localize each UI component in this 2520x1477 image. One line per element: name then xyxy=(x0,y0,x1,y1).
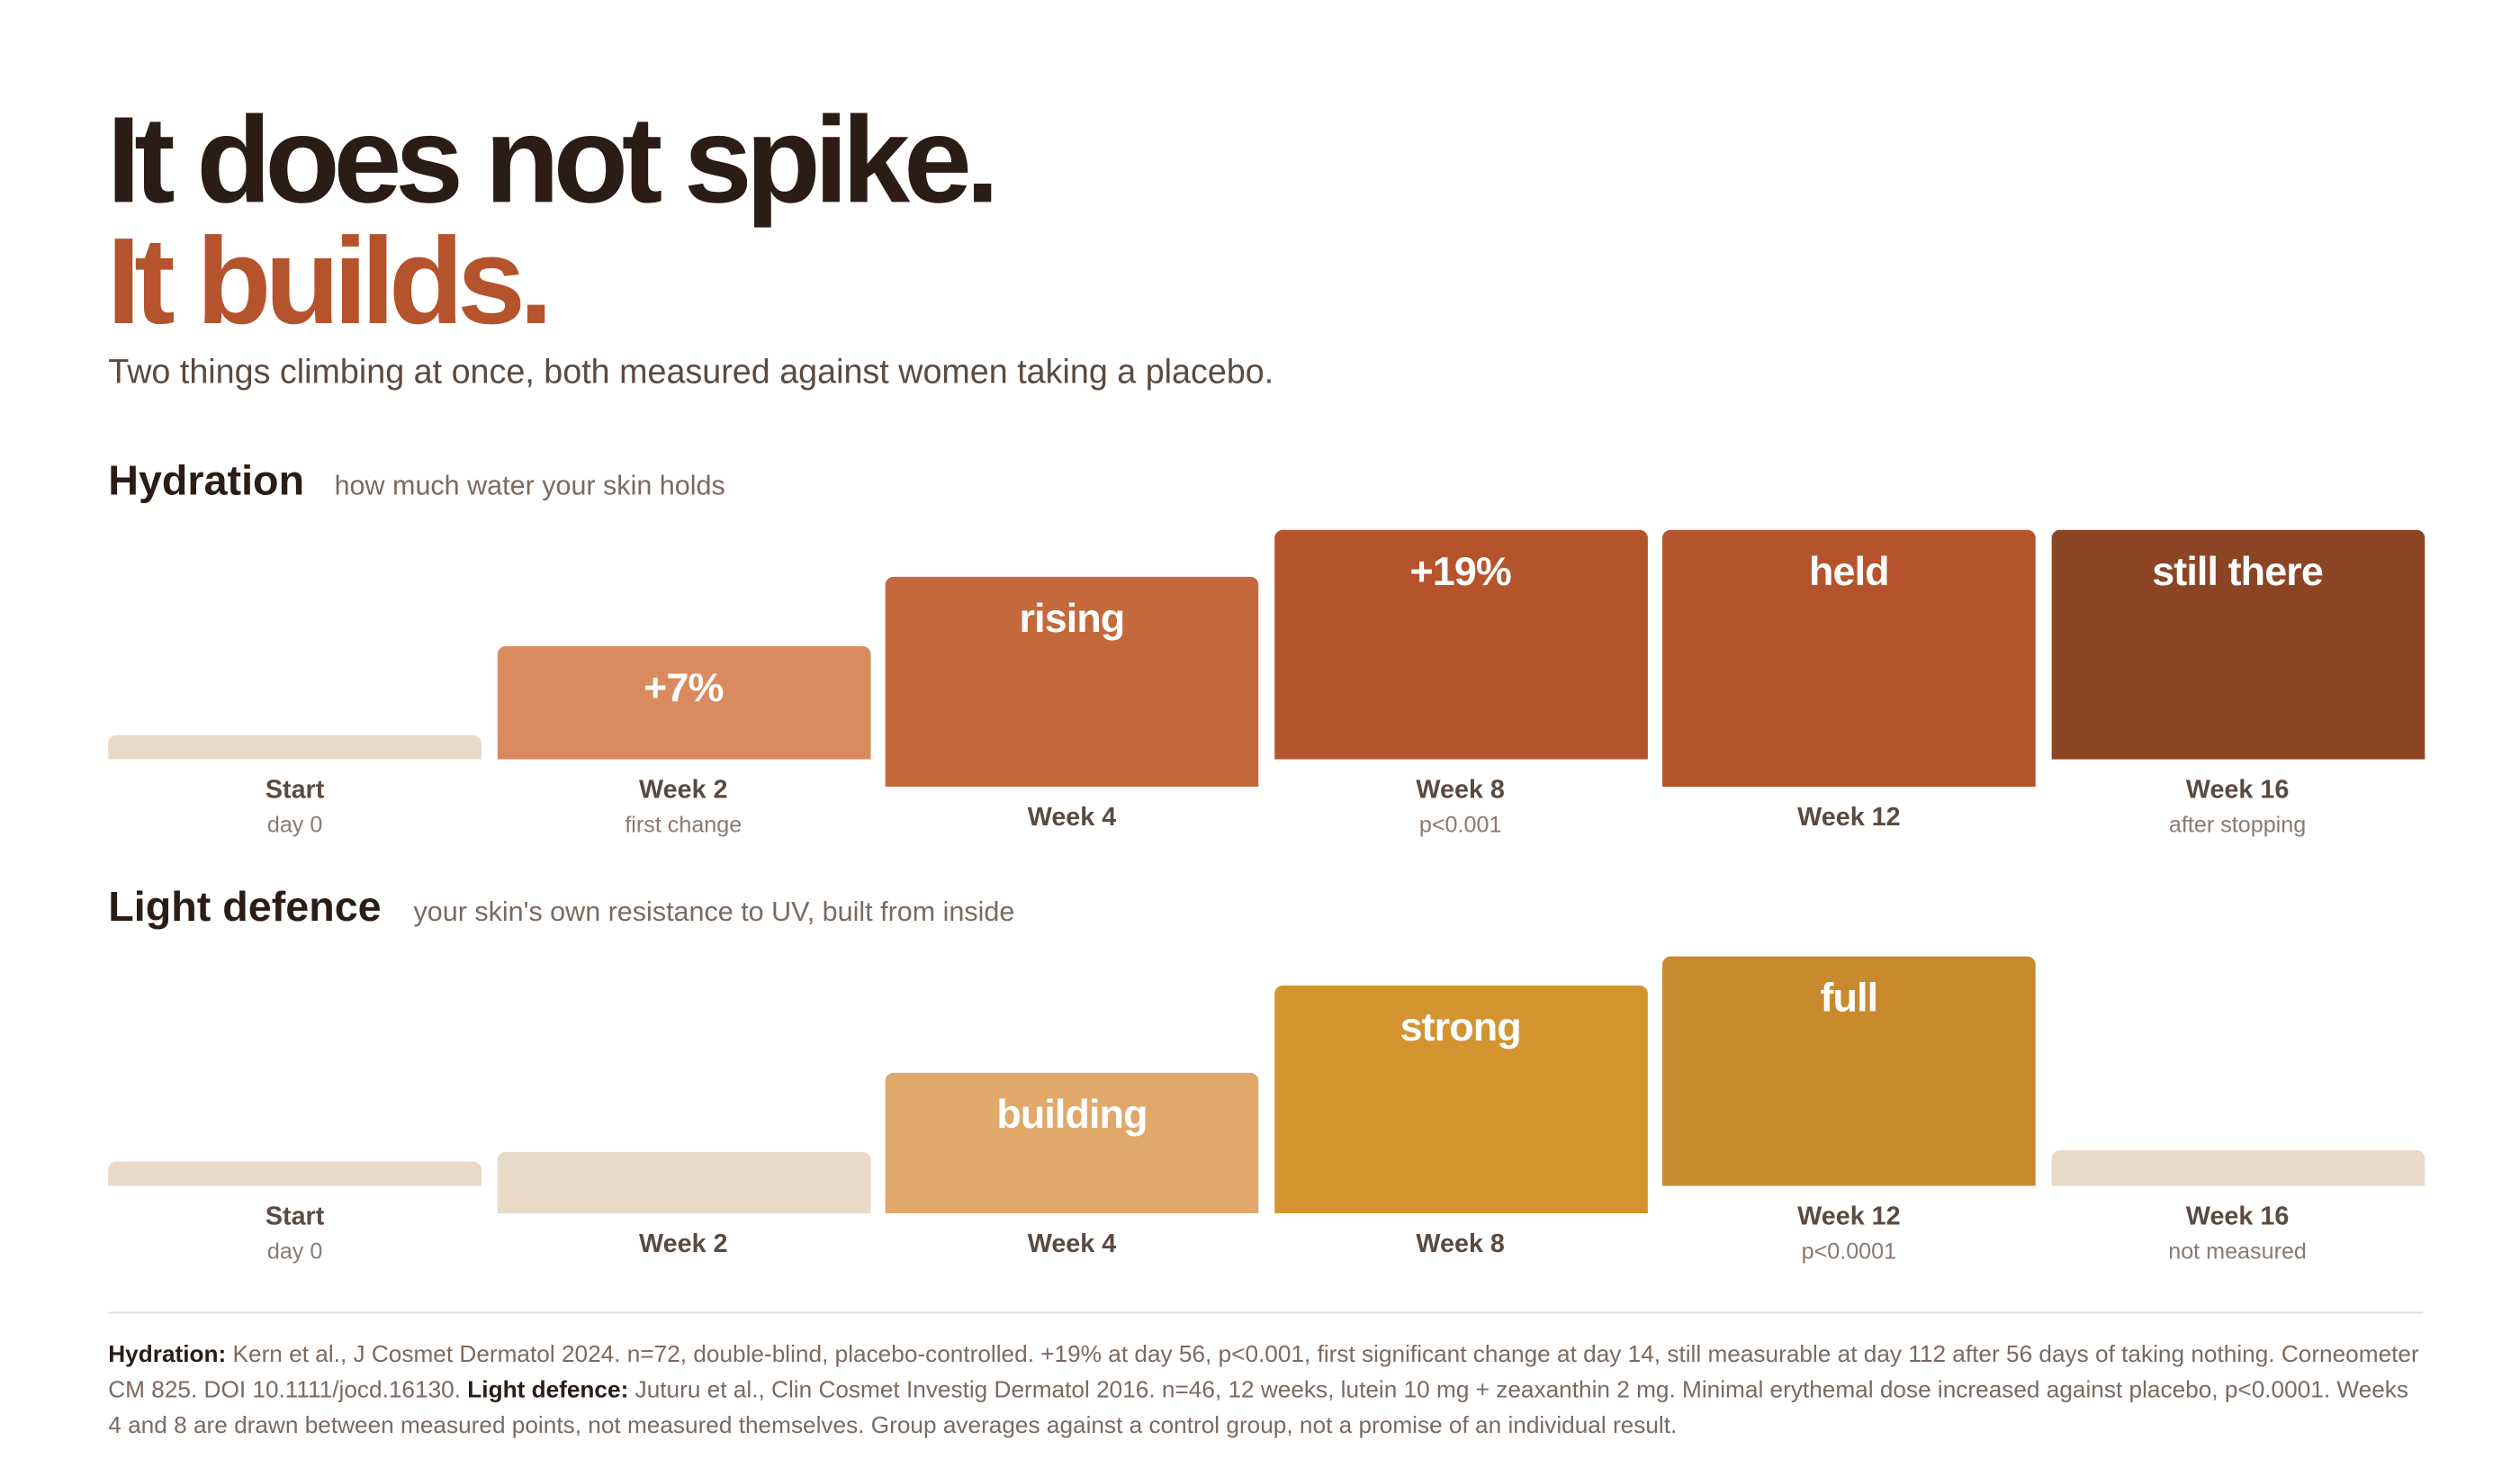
bar xyxy=(2050,1150,2425,1186)
bar xyxy=(108,734,482,760)
footnote-text: Kern et al., J Cosmet Dermatol 2024. n=7… xyxy=(108,1342,2419,1404)
column-sublabel: first change xyxy=(625,811,742,837)
bar-tag: strong xyxy=(1400,1004,1522,1050)
bar: full xyxy=(1662,956,2036,1186)
column-label: Week 12 xyxy=(1797,804,1901,833)
bar xyxy=(496,1151,870,1214)
bar-tag: full xyxy=(1820,976,1879,1022)
column-label: Week 2 xyxy=(639,1230,728,1259)
column-label: Week 12 xyxy=(1797,1203,1901,1231)
panel-subtitle: how much water your skin holds xyxy=(334,470,725,501)
column-sublabel: day 0 xyxy=(266,811,323,837)
bar-tag: +19% xyxy=(1409,549,1511,595)
panel-subtitle: your skin's own resistance to UV, built … xyxy=(413,896,1015,928)
bar: still there xyxy=(2050,529,2425,760)
footnote-label: Hydration: xyxy=(108,1342,227,1369)
footnote: Hydration: Kern et al., J Cosmet Dermato… xyxy=(108,1337,2423,1444)
column-label: Week 4 xyxy=(1027,804,1117,833)
column-sublabel: day 0 xyxy=(266,1237,323,1264)
column-label: Week 8 xyxy=(1416,777,1505,805)
column-label: Week 2 xyxy=(639,777,728,805)
bar-tag: building xyxy=(996,1092,1148,1138)
bar: held xyxy=(1662,529,2036,788)
title-line1: It does not spike. xyxy=(106,92,999,230)
column-label: Week 4 xyxy=(1027,1230,1117,1259)
footnote-label: Light defence: xyxy=(467,1378,629,1404)
panel-title: Hydration xyxy=(108,455,305,505)
column-sublabel: not measured xyxy=(2168,1237,2307,1264)
column-label: Start xyxy=(265,1203,325,1231)
column-label: Start xyxy=(265,777,325,805)
subtitle: Two things climbing at once, both measur… xyxy=(108,354,1274,392)
bar-tag: +7% xyxy=(644,665,724,711)
bar: building xyxy=(885,1072,1259,1214)
bar xyxy=(108,1161,482,1186)
panel-title: Light defence xyxy=(108,882,382,931)
divider xyxy=(108,1311,2424,1314)
bar-tag: rising xyxy=(1019,596,1126,642)
column-label: Week 8 xyxy=(1416,1230,1505,1259)
bar: strong xyxy=(1274,985,1648,1214)
title-line2: It builds. xyxy=(106,212,553,351)
column-sublabel: p<0.001 xyxy=(1418,811,1502,837)
column-label: Week 16 xyxy=(2185,777,2290,805)
bar: rising xyxy=(885,576,1259,788)
bar: +19% xyxy=(1274,529,1648,760)
footnote-text: Juturu et al., Clin Cosmet Investig Derm… xyxy=(108,1378,2408,1440)
bar: +7% xyxy=(496,646,870,760)
column-sublabel: after stopping xyxy=(2168,811,2307,837)
bar-tag: still there xyxy=(2152,549,2324,595)
column-label: Week 16 xyxy=(2185,1203,2290,1231)
bar-tag: held xyxy=(1809,549,1890,595)
column-sublabel: p<0.0001 xyxy=(1801,1237,1897,1264)
